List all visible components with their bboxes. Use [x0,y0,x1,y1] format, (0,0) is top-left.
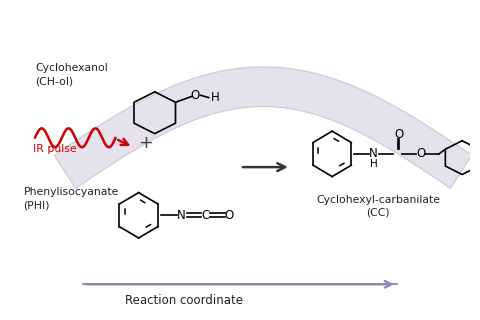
Text: Cyclohexanol
(CH-ol): Cyclohexanol (CH-ol) [35,63,108,86]
Text: Phenylisocyanate
(PHI): Phenylisocyanate (PHI) [24,187,119,210]
Text: O: O [394,127,403,140]
Text: +: + [138,134,153,152]
Text: IR pulse: IR pulse [33,144,76,155]
Text: Reaction coordinate: Reaction coordinate [125,294,243,307]
Text: O: O [225,209,234,222]
Text: N: N [177,209,186,222]
Text: O: O [416,147,425,160]
Text: C: C [201,209,210,222]
Text: O: O [190,89,200,102]
Polygon shape [54,67,472,188]
Text: Cyclohexyl-carbanilate
(CC): Cyclohexyl-carbanilate (CC) [316,195,440,218]
Text: H: H [211,91,219,104]
Text: H: H [370,159,377,169]
Text: N: N [369,147,378,160]
